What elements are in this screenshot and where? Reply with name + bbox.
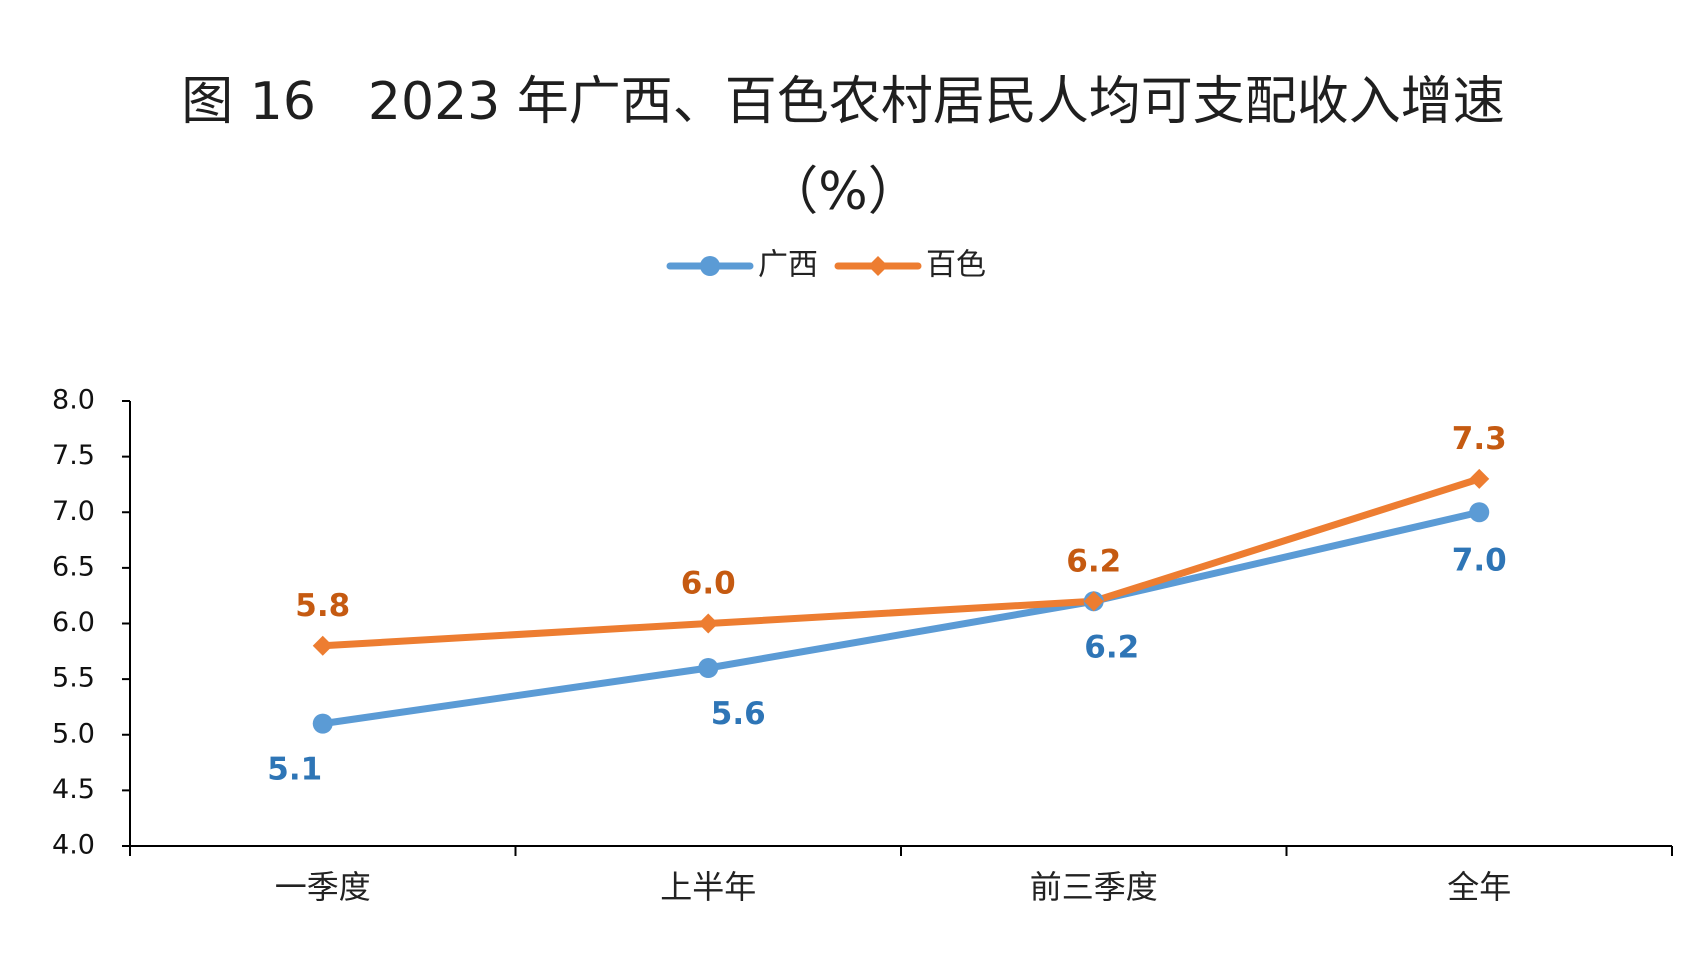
data-point — [1469, 468, 1490, 489]
y-tick-label: 4.5 — [52, 774, 95, 805]
x-category-label: 上半年 — [660, 868, 756, 906]
y-tick-label: 7.0 — [52, 496, 95, 527]
x-category-label: 前三季度 — [1030, 868, 1158, 906]
data-point — [1083, 591, 1104, 612]
data-point — [312, 713, 333, 734]
legend: 广西 百色 — [666, 248, 986, 283]
y-tick-label: 6.0 — [52, 607, 95, 638]
data-label: 7.0 — [1452, 542, 1507, 578]
y-tick-label: 5.5 — [52, 663, 95, 694]
data-labels: 5.1 5.6 6.2 7.0 5.8 6.0 6.2 7.3 — [267, 421, 1506, 788]
data-point — [1469, 502, 1490, 523]
y-tick-label: 8.0 — [52, 385, 95, 416]
series-line-0 — [319, 508, 1483, 728]
chart-subtitle: （%） — [766, 162, 920, 222]
x-axis: 一季度 上半年 前三季度 全年 — [129, 845, 1673, 906]
data-label: 5.1 — [267, 752, 322, 788]
x-category-label: 一季度 — [275, 868, 371, 906]
y-tick-label: 5.0 — [52, 718, 95, 749]
legend-label: 广西 — [758, 248, 818, 283]
data-point — [698, 613, 719, 634]
data-label: 5.8 — [295, 588, 350, 624]
y-tick-label: 6.5 — [52, 551, 95, 582]
data-label: 6.2 — [1066, 543, 1121, 579]
data-label: 5.6 — [711, 696, 766, 732]
data-label: 6.0 — [681, 566, 736, 602]
legend-marker — [700, 256, 720, 276]
legend-label: 百色 — [926, 248, 986, 283]
data-label: 6.2 — [1084, 629, 1139, 665]
y-tick-label: 4.0 — [52, 830, 95, 861]
y-tick-label: 7.5 — [52, 440, 95, 471]
y-axis: 4.0 4.5 5.0 5.5 6.0 6.5 7.0 7.5 8.0 — [52, 385, 131, 861]
series-lines — [312, 468, 1490, 734]
data-point — [698, 658, 719, 678]
data-point — [312, 635, 333, 656]
data-label: 7.3 — [1452, 421, 1507, 457]
series-line-1 — [319, 475, 1483, 650]
chart-title: 图 16 2023 年广西、百色农村居民人均可支配收入增速 — [181, 72, 1505, 132]
x-category-label: 全年 — [1447, 868, 1511, 906]
legend-marker — [868, 256, 888, 276]
